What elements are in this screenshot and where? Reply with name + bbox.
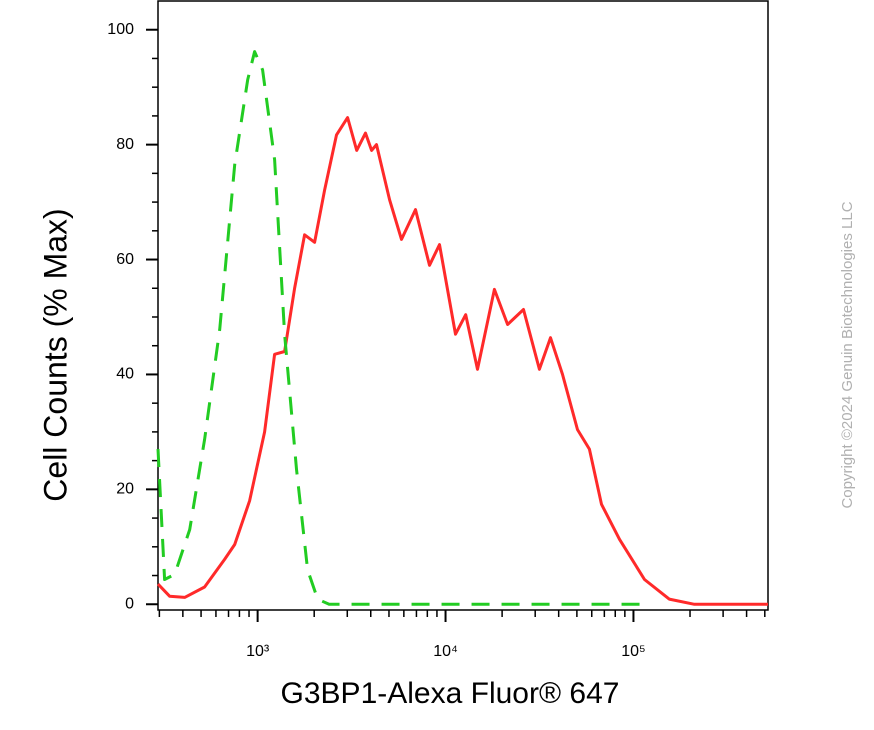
y-tick-label: 20 bbox=[116, 481, 134, 498]
copyright: Copyright ©2024 Genuin Biotechnologies L… bbox=[839, 201, 856, 508]
y-tick-label: 0 bbox=[125, 595, 134, 612]
x-tick-label: 10⁵ bbox=[621, 643, 645, 660]
y-axis-label: Cell Counts (% Max) bbox=[37, 208, 73, 501]
data-line bbox=[156, 116, 768, 606]
y-tick-label: 100 bbox=[107, 21, 134, 38]
plot-frame bbox=[157, 0, 769, 611]
data-line bbox=[156, 50, 650, 606]
x-axis-label: G3BP1-Alexa Fluor® 647 bbox=[281, 677, 620, 710]
x-tick-label: 10⁴ bbox=[433, 643, 458, 660]
y-tick-label: 40 bbox=[116, 366, 134, 383]
y-tick-label: 80 bbox=[116, 136, 134, 153]
y-tick-label: 60 bbox=[116, 251, 134, 268]
x-tick-label: 10³ bbox=[246, 643, 270, 660]
